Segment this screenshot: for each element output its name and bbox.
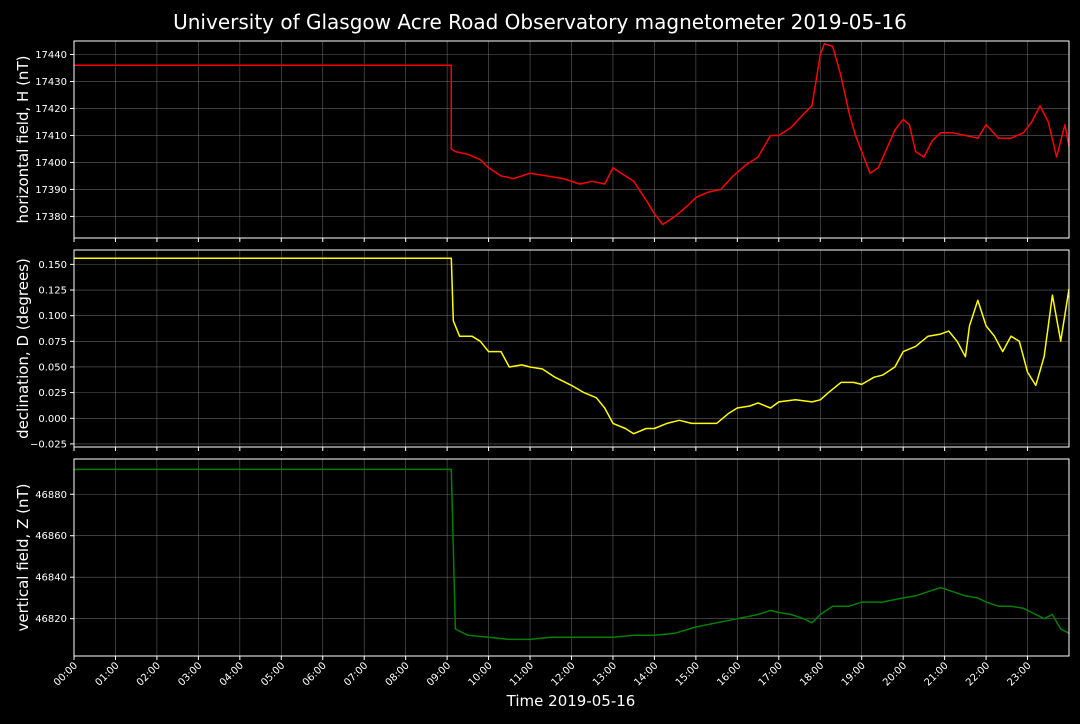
x-tick-label: 05:00 bbox=[259, 660, 287, 688]
x-axis: 00:00 01:00 02:00 03:00 04:00 05:00 06:00 07:00… bbox=[52, 660, 1034, 688]
x-axis-label: Time 2019-05-16 bbox=[506, 692, 636, 710]
y-tick-label: 17440 bbox=[35, 50, 67, 61]
x-tick-label: 16:00 bbox=[715, 660, 743, 688]
y-tick-label: 0.125 bbox=[38, 286, 67, 297]
y-tick-label: 46860 bbox=[35, 531, 67, 542]
x-tick-label: 07:00 bbox=[342, 660, 370, 688]
x-tick-label: 21:00 bbox=[923, 660, 951, 688]
y-tick-label: 17430 bbox=[35, 77, 67, 88]
x-tick-label: 22:00 bbox=[964, 660, 992, 688]
y-tick-label: 17380 bbox=[35, 212, 67, 223]
x-tick-label: 15:00 bbox=[674, 660, 702, 688]
x-tick-label: 09:00 bbox=[425, 660, 453, 688]
y-tick-label: 0.000 bbox=[38, 414, 67, 425]
x-tick-label: 14:00 bbox=[632, 660, 660, 688]
y-tick-label: 17410 bbox=[35, 131, 67, 142]
x-tick-label: 13:00 bbox=[591, 660, 619, 688]
x-tick-label: 04:00 bbox=[218, 660, 246, 688]
y-tick-label: 46840 bbox=[35, 573, 67, 584]
x-tick-label: 02:00 bbox=[135, 660, 163, 688]
x-tick-label: 03:00 bbox=[176, 660, 204, 688]
x-tick-label: 10:00 bbox=[467, 660, 495, 688]
y-tick-label: 0.025 bbox=[38, 388, 67, 399]
data-line-horizontal-field-h-nt bbox=[74, 42, 1070, 226]
x-tick-label: 11:00 bbox=[508, 660, 536, 688]
x-tick-label: 17:00 bbox=[757, 660, 785, 688]
y-tick-label: 46880 bbox=[35, 490, 67, 501]
panel-1: 17380 17390 17400 17410 17420 17430 17440horiz… bbox=[14, 40, 1070, 242]
y-axis-label-vertical-field-z-nt: vertical field, Z (nT) bbox=[14, 483, 32, 631]
x-tick-label: 12:00 bbox=[549, 660, 577, 688]
y-tick-label: 17400 bbox=[35, 158, 67, 169]
x-tick-label: 08:00 bbox=[384, 660, 412, 688]
data-line-vertical-field-z-nt bbox=[74, 468, 1070, 641]
y-axis-label-horizontal-field-h-nt: horizontal field, H (nT) bbox=[14, 56, 32, 224]
data-line-declination-d-degrees bbox=[74, 257, 1070, 435]
y-tick-label: 0.150 bbox=[38, 260, 67, 271]
panel-2: −0.025 0.000 0.025 0.050 0.075 0.100 0.125 0.15… bbox=[14, 249, 1070, 451]
x-tick-label: 20:00 bbox=[881, 660, 909, 688]
x-tick-label: 18:00 bbox=[798, 660, 826, 688]
y-tick-label: 17390 bbox=[35, 185, 67, 196]
y-tick-label: 17420 bbox=[35, 104, 67, 115]
y-tick-label: 0.075 bbox=[38, 337, 67, 348]
x-tick-label: 06:00 bbox=[301, 660, 329, 688]
y-tick-label: 0.100 bbox=[38, 311, 67, 322]
y-axis-label-declination-d-degrees: declination, D (degrees) bbox=[14, 258, 32, 439]
chart-title: University of Glasgow Acre Road Observat… bbox=[173, 10, 907, 34]
y-tick-label: −0.025 bbox=[30, 439, 67, 450]
x-tick-label: 00:00 bbox=[52, 660, 80, 688]
x-tick-label: 19:00 bbox=[840, 660, 868, 688]
y-tick-label: 46820 bbox=[35, 614, 67, 625]
y-tick-label: 0.050 bbox=[38, 362, 67, 373]
x-tick-label: 23:00 bbox=[1006, 660, 1034, 688]
panels-group: 17380 17390 17400 17410 17420 17430 17440horiz… bbox=[14, 40, 1070, 660]
x-tick-label: 01:00 bbox=[93, 660, 121, 688]
